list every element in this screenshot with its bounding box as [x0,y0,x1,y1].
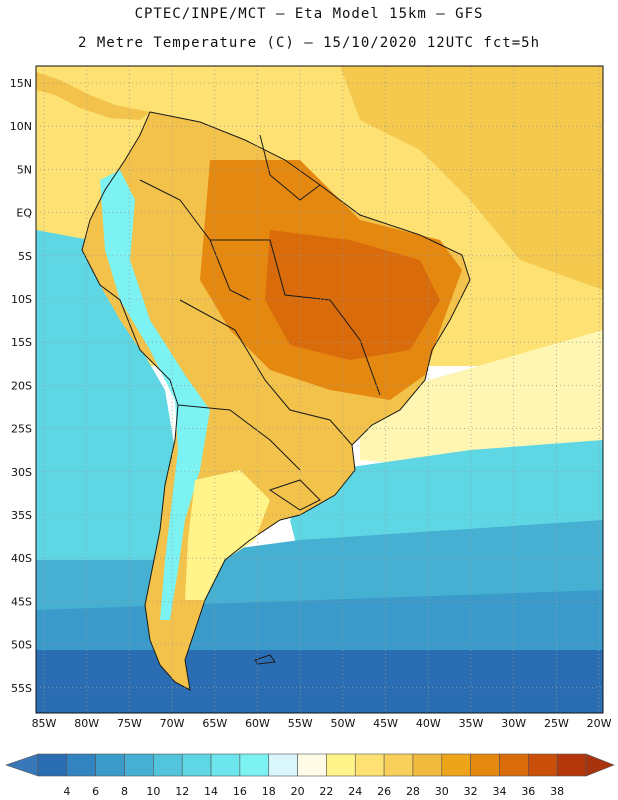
longitude-label: 25W [544,717,569,730]
longitude-label: 45W [373,717,398,730]
colorbar-swatch [66,753,96,777]
colorbar-swatch [470,753,500,777]
longitude-labels: 85W 80W 75W 70W 65W 60W 55W 50W 45W 40W 35W 30W 25W 2… [32,717,612,730]
colorbar-swatch [556,753,587,777]
latitude-label: 20S [11,379,32,392]
colorbar-under-arrow [5,753,39,777]
longitude-label: 40W [416,717,441,730]
colorbar-swatch [354,753,385,777]
latitude-label: 35S [11,509,32,522]
map-frame [35,65,604,714]
longitude-label: 60W [245,717,270,730]
colorbar-tick-label: 30 [435,785,449,798]
colorbar-swatch [95,753,125,777]
colorbar-swatch [37,753,68,777]
border-brazil-west [210,239,381,396]
ocean-coldest-zone [36,650,603,713]
latitude-label: 25S [11,423,32,436]
temperature-colorbar [5,753,615,777]
pacific-cool-zone [36,230,175,600]
colorbar-swatch [499,753,529,777]
andes-cool-strip [100,170,210,620]
colorbar-tick-label: 32 [464,785,478,798]
border-bolivia-paraguay [179,299,353,446]
longitude-label: 75W [117,717,142,730]
longitude-label: 55W [288,717,313,730]
map-field [36,66,603,713]
latitude-label: 10S [11,293,32,306]
latitude-labels: 15N 10N 5N EQ 5S 10S 15S 20S 25S 30S 35S 40S 45S 50S 5… [10,77,33,695]
colorbar-swatch [528,753,558,777]
latitude-label: 55S [11,682,32,695]
colorbar-swatch [181,753,212,777]
latitude-label: 45S [11,595,32,608]
country-borders [81,111,471,691]
colorbar-swatch [383,753,414,777]
latitude-label: 30S [11,466,32,479]
colorbar-tick-label: 18 [262,785,276,798]
colorbar-swatch [412,753,443,777]
continent-outline [81,111,471,691]
colorbar-tick-label: 26 [377,785,391,798]
longitude-label: 35W [459,717,484,730]
colorbar-tick-label: 38 [550,785,564,798]
colorbar-labels: 4 6 8 10 12 14 16 18 20 22 24 26 28 30 32 34 36 38 [63,785,564,798]
rio-de-la-plata [268,479,321,511]
colorbar-swatch [239,753,270,777]
latitude-label: 15N [10,77,32,90]
ocean-mild-zone [360,330,603,470]
longitude-label: 30W [501,717,526,730]
latitude-label: 40S [11,552,32,565]
latitude-label: 5N [17,163,32,176]
patagonia-zone [185,470,270,600]
colorbar-swatch [297,753,327,777]
border-guianas [259,134,321,201]
colorbar-over-arrow [585,753,615,777]
latitude-label: 15S [11,336,32,349]
colorbar-swatch [124,753,154,777]
colorbar-tick-label: 10 [146,785,160,798]
colorbar-swatch [268,753,298,777]
longitude-label: 50W [330,717,355,730]
colorbar-tick-label: 14 [204,785,218,798]
longitude-label: 80W [74,717,99,730]
falkland-islands [254,654,276,665]
colorbar-tick-label: 34 [492,785,506,798]
colorbar-tick-label: 24 [348,785,362,798]
colorbar-tick-label: 16 [233,785,247,798]
ocean-very-warm-zone [340,66,603,290]
colorbar-tick-label: 8 [121,785,128,798]
colorbar-swatch [441,753,471,777]
central-america-land [36,72,150,120]
map-title-line-2: 2 Metre Temperature (C) – 15/10/2020 12U… [77,35,540,51]
longitude-label: 85W [32,717,57,730]
colorbar-swatch [153,753,183,777]
colorbar-tick-label: 12 [175,785,189,798]
colorbar-swatch [210,753,241,777]
longitude-label: 20W [587,717,612,730]
border-argentina-north [177,404,301,471]
map-title-line-1: CPTEC/INPE/MCT – Eta Model 15km – GFS [134,6,484,22]
brazil-hottest-zone [265,230,440,360]
latitude-label: 50S [11,639,32,652]
graticule [36,66,603,713]
colorbar-tick-label: 28 [406,785,420,798]
colorbar-tick-label: 20 [291,785,305,798]
latitude-label: 5S [18,250,32,263]
longitude-label: 65W [202,717,227,730]
latitude-label: EQ [16,207,32,220]
colorbar-swatch [326,753,356,777]
colorbar-tick-label: 22 [319,785,333,798]
longitude-label: 70W [160,717,185,730]
colorbar-tick-label: 36 [521,785,535,798]
colorbar-tick-label: 4 [63,785,70,798]
latitude-label: 10N [10,120,32,133]
colorbar-tick-label: 6 [92,785,99,798]
